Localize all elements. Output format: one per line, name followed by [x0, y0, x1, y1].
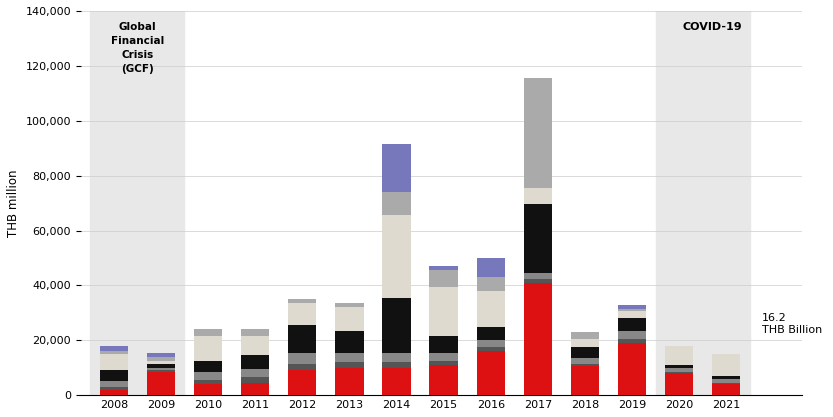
- Bar: [656, 11, 750, 395]
- Bar: [100, 370, 128, 382]
- Bar: [288, 325, 317, 353]
- Bar: [618, 309, 646, 311]
- Bar: [476, 351, 505, 395]
- Bar: [147, 361, 175, 364]
- Bar: [618, 318, 646, 331]
- Bar: [382, 362, 411, 368]
- Bar: [335, 362, 363, 368]
- Bar: [241, 336, 269, 355]
- Bar: [571, 364, 599, 367]
- Bar: [147, 372, 175, 395]
- Bar: [430, 353, 458, 361]
- Bar: [430, 270, 458, 287]
- Bar: [665, 365, 693, 368]
- Bar: [100, 382, 128, 387]
- Bar: [194, 336, 222, 361]
- Bar: [147, 368, 175, 370]
- Bar: [288, 299, 317, 303]
- Text: Global
Financial
Crisis
(GCF): Global Financial Crisis (GCF): [111, 22, 164, 74]
- Bar: [665, 372, 693, 373]
- Bar: [712, 384, 741, 395]
- Bar: [147, 353, 175, 357]
- Bar: [476, 277, 505, 291]
- Text: COVID-19: COVID-19: [682, 22, 742, 32]
- Bar: [100, 354, 128, 370]
- Bar: [241, 377, 269, 383]
- Bar: [618, 331, 646, 339]
- Bar: [665, 373, 693, 395]
- Bar: [712, 376, 741, 379]
- Bar: [194, 329, 222, 336]
- Bar: [335, 303, 363, 307]
- Bar: [100, 351, 128, 354]
- Bar: [618, 311, 646, 318]
- Bar: [147, 357, 175, 361]
- Bar: [524, 279, 552, 283]
- Bar: [241, 329, 269, 336]
- Bar: [241, 369, 269, 377]
- Bar: [194, 384, 222, 395]
- Bar: [147, 370, 175, 372]
- Bar: [665, 368, 693, 372]
- Bar: [147, 364, 175, 368]
- Bar: [618, 343, 646, 395]
- Bar: [524, 283, 552, 395]
- Bar: [430, 361, 458, 365]
- Bar: [524, 188, 552, 204]
- Bar: [335, 368, 363, 395]
- Bar: [100, 387, 128, 390]
- Text: 16.2
THB Billion: 16.2 THB Billion: [761, 313, 822, 334]
- Bar: [571, 358, 599, 364]
- Bar: [476, 327, 505, 340]
- Bar: [571, 332, 599, 339]
- Bar: [382, 216, 411, 298]
- Bar: [571, 367, 599, 395]
- Bar: [524, 273, 552, 279]
- Bar: [430, 287, 458, 336]
- Bar: [241, 383, 269, 395]
- Bar: [194, 372, 222, 380]
- Bar: [100, 390, 128, 395]
- Bar: [618, 305, 646, 309]
- Bar: [476, 258, 505, 277]
- Bar: [100, 346, 128, 351]
- Bar: [335, 331, 363, 353]
- Bar: [571, 339, 599, 347]
- Bar: [476, 291, 505, 327]
- Bar: [288, 303, 317, 325]
- Bar: [288, 353, 317, 364]
- Bar: [476, 347, 505, 351]
- Bar: [90, 11, 184, 395]
- Bar: [430, 365, 458, 395]
- Bar: [288, 364, 317, 370]
- Bar: [335, 353, 363, 362]
- Bar: [194, 380, 222, 384]
- Bar: [335, 307, 363, 331]
- Bar: [430, 266, 458, 270]
- Y-axis label: THB million: THB million: [7, 169, 20, 237]
- Bar: [524, 204, 552, 273]
- Bar: [382, 353, 411, 362]
- Bar: [241, 355, 269, 369]
- Bar: [288, 370, 317, 395]
- Bar: [712, 383, 741, 384]
- Bar: [524, 78, 552, 188]
- Bar: [382, 368, 411, 395]
- Bar: [476, 340, 505, 347]
- Bar: [571, 347, 599, 358]
- Bar: [194, 361, 222, 372]
- Bar: [712, 379, 741, 383]
- Bar: [382, 192, 411, 216]
- Bar: [382, 144, 411, 192]
- Bar: [712, 354, 741, 376]
- Bar: [382, 298, 411, 353]
- Bar: [618, 339, 646, 343]
- Bar: [430, 336, 458, 353]
- Bar: [665, 346, 693, 365]
